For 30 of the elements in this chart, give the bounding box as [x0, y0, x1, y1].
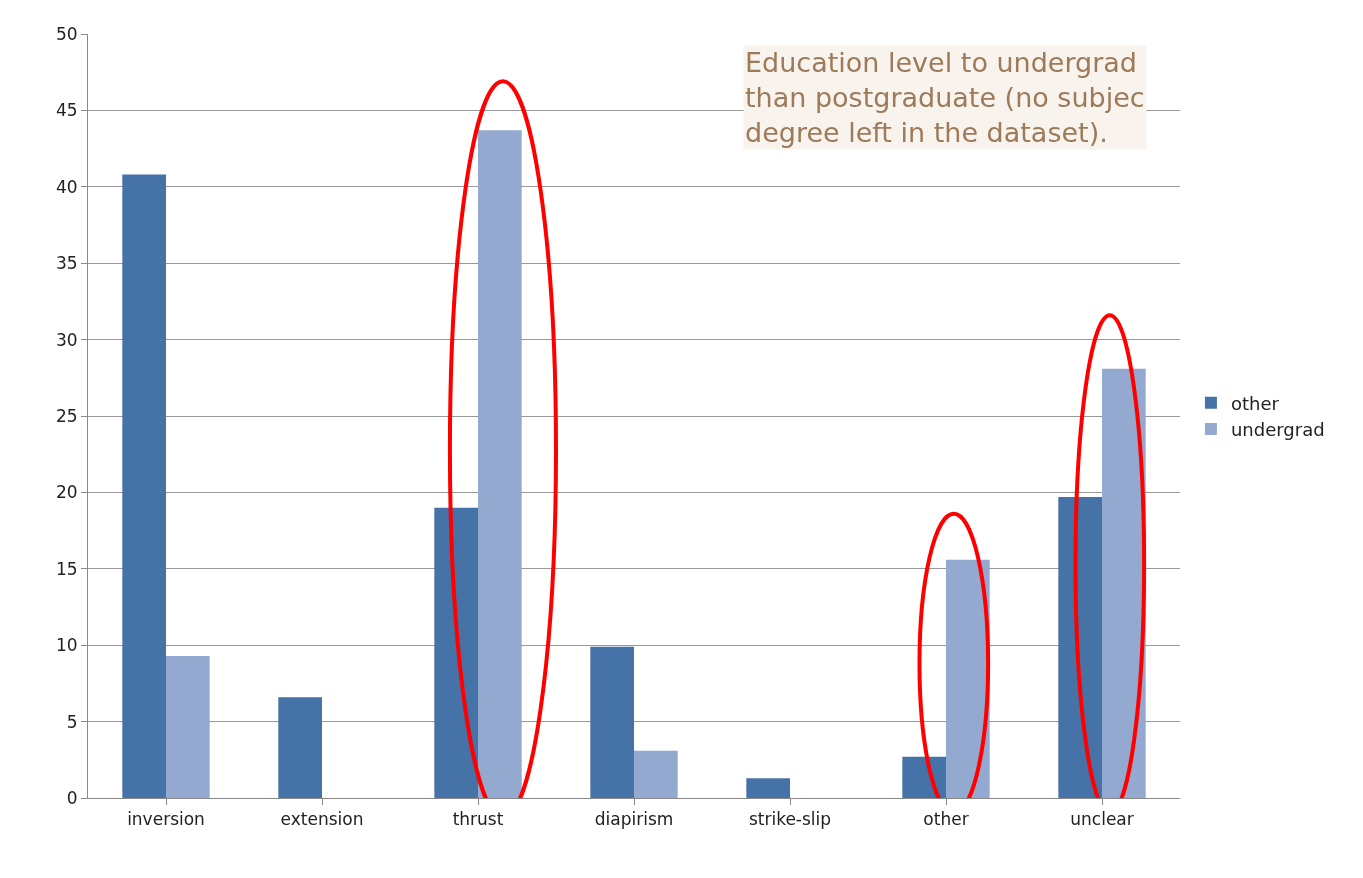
- y-tick-label: 35: [55, 253, 78, 274]
- y-tick-label: 0: [66, 787, 78, 808]
- y-tick-label: 25: [55, 405, 78, 426]
- bar: [1058, 496, 1102, 798]
- x-tick-label: unclear: [1070, 809, 1134, 830]
- legend-label: other: [1230, 392, 1280, 414]
- y-tick-label: 10: [55, 635, 78, 656]
- bar: [902, 756, 946, 798]
- x-tick-label: diapirism: [594, 809, 674, 830]
- bar: [278, 697, 322, 798]
- y-tick-label: 30: [55, 329, 78, 350]
- y-tick-label: 45: [55, 100, 78, 121]
- x-tick-label: extension: [280, 809, 364, 830]
- y-tick-label: 5: [66, 711, 78, 732]
- bar: [590, 646, 634, 798]
- annotation: Education level to undergrad than postgraduate (no subjec degree left in the dataset).: [745, 47, 1145, 149]
- y-tick-label: 50: [55, 23, 78, 44]
- y-tick-label: 40: [55, 176, 78, 197]
- legend-label: undergrad: [1230, 419, 1325, 441]
- y-tick-label: 15: [55, 558, 78, 579]
- bar: [434, 507, 478, 798]
- bar: [746, 778, 790, 798]
- x-tick-label: strike-slip: [748, 809, 832, 830]
- bar: [166, 655, 210, 798]
- bar: [634, 750, 678, 798]
- bar: [122, 174, 166, 798]
- y-tick-label: 20: [55, 482, 78, 503]
- x-tick-label: inversion: [127, 809, 205, 830]
- x-tick-label: thrust: [452, 809, 504, 830]
- x-tick-label: other: [923, 809, 969, 830]
